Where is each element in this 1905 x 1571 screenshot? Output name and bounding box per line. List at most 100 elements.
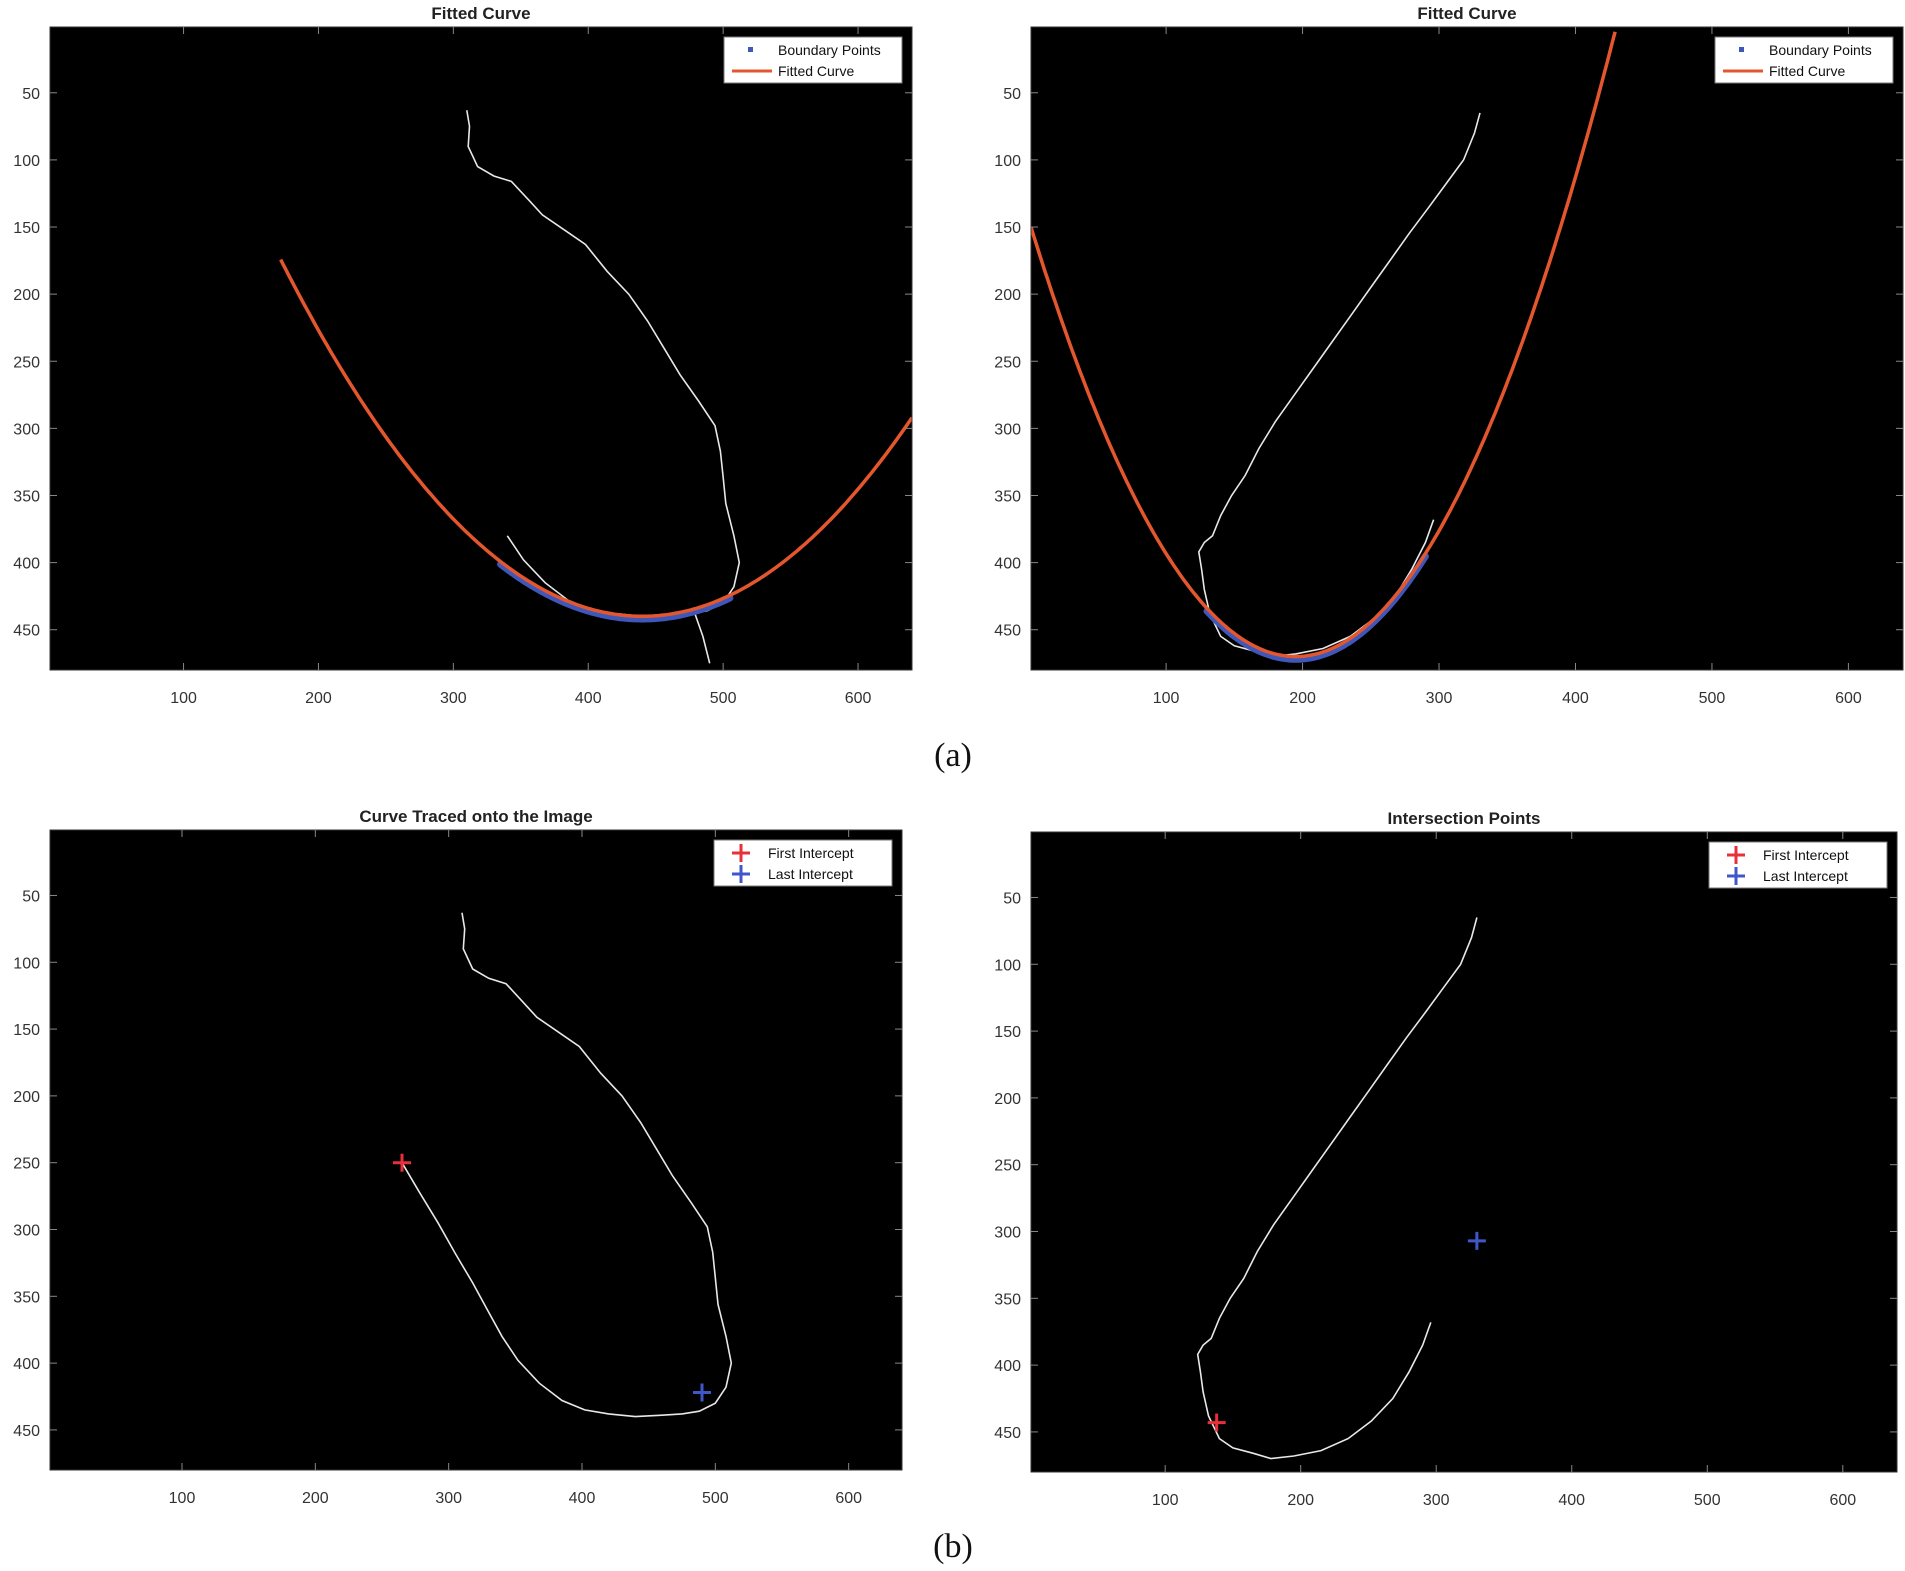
y-tick-label: 100 bbox=[994, 153, 1021, 170]
y-tick-label: 350 bbox=[994, 488, 1021, 505]
plot-area bbox=[1031, 27, 1903, 670]
y-tick-label: 450 bbox=[13, 623, 40, 640]
legend-first-intercept-marker bbox=[732, 844, 750, 862]
axes-frame bbox=[1030, 26, 1904, 671]
y-tick-label: 250 bbox=[13, 1156, 40, 1173]
chart-title: Fitted Curve bbox=[431, 4, 530, 23]
y-tick-label: 300 bbox=[994, 421, 1021, 438]
legend: Boundary Points Fitted Curve bbox=[1714, 36, 1894, 84]
legend-boundary-points-marker bbox=[748, 47, 753, 52]
y-tick-label: 350 bbox=[994, 1291, 1021, 1308]
y-tick-label: 350 bbox=[13, 488, 40, 505]
legend-box bbox=[713, 839, 893, 887]
y-tick-label: 450 bbox=[994, 1425, 1021, 1442]
legend-label: Boundary Points bbox=[778, 42, 881, 58]
fitted-curve bbox=[279, 258, 912, 619]
y-tick-label: 150 bbox=[13, 220, 40, 237]
caption-a: (a) bbox=[934, 737, 972, 774]
legend-first-intercept-marker bbox=[1727, 846, 1745, 864]
x-tick-label: 600 bbox=[1829, 1492, 1856, 1509]
y-tick-label: 350 bbox=[13, 1289, 40, 1306]
legend-box bbox=[1714, 36, 1894, 84]
y-tick-label: 100 bbox=[994, 957, 1021, 974]
x-tick-label: 400 bbox=[1562, 690, 1589, 707]
y-tick-label: 400 bbox=[994, 1358, 1021, 1375]
chart-title: Curve Traced onto the Image bbox=[359, 807, 592, 826]
fitted-curve bbox=[1031, 31, 1617, 659]
chart-title: Intersection Points bbox=[1387, 809, 1540, 828]
y-tick-label: 50 bbox=[22, 888, 40, 905]
legend-box bbox=[1708, 841, 1888, 889]
panel-b-right: 100 200 300 400 500 600 50 100 150 200 250 300 350 40… bbox=[994, 809, 1898, 1509]
x-tick-label: 400 bbox=[575, 690, 602, 707]
legend-label: Fitted Curve bbox=[778, 63, 854, 79]
plot-area bbox=[50, 830, 902, 1470]
legend-boundary-points-marker bbox=[1739, 47, 1744, 52]
plot-content bbox=[393, 912, 733, 1418]
axes-frame bbox=[49, 26, 913, 671]
chart-title: Fitted Curve bbox=[1417, 4, 1516, 23]
boundary-points bbox=[1203, 552, 1429, 663]
y-tick-label: 50 bbox=[1003, 86, 1021, 103]
y-tick-label: 150 bbox=[994, 1024, 1021, 1041]
boundary-trace bbox=[1196, 917, 1478, 1460]
x-tick-label: 200 bbox=[1289, 690, 1316, 707]
legend-label: First Intercept bbox=[1763, 847, 1849, 863]
x-tick-label: 300 bbox=[435, 1490, 462, 1507]
panel-a-right: 100 200 300 400 500 600 50 100 150 200 250 300 350 40… bbox=[994, 4, 1904, 707]
panel-b-left: 100 200 300 400 500 600 50 100 150 200 250 300 350 40… bbox=[13, 807, 903, 1507]
x-tick-label: 600 bbox=[845, 690, 872, 707]
last-intercept-marker bbox=[1467, 1231, 1486, 1250]
y-tick-label: 100 bbox=[13, 153, 40, 170]
x-tick-label: 500 bbox=[702, 1490, 729, 1507]
plot-content bbox=[1031, 31, 1617, 663]
y-tick-label: 450 bbox=[994, 623, 1021, 640]
x-tick-label: 100 bbox=[170, 690, 197, 707]
y-tick-label: 50 bbox=[1003, 890, 1021, 907]
y-tick-label: 400 bbox=[994, 556, 1021, 573]
legend: First Intercept Last Intercept bbox=[713, 839, 893, 887]
legend-label: Last Intercept bbox=[1763, 868, 1848, 884]
legend: Boundary Points Fitted Curve bbox=[723, 36, 903, 84]
y-tick-label: 200 bbox=[13, 287, 40, 304]
y-tick-label: 200 bbox=[13, 1089, 40, 1106]
x-tick-label: 200 bbox=[1287, 1492, 1314, 1509]
x-tick-label: 100 bbox=[169, 1490, 196, 1507]
axes-frame bbox=[49, 829, 903, 1471]
plot-content bbox=[279, 110, 912, 664]
axes-frame bbox=[1030, 831, 1898, 1473]
x-tick-label: 500 bbox=[1699, 690, 1726, 707]
legend-label: Fitted Curve bbox=[1769, 63, 1845, 79]
boundary-trace bbox=[1197, 112, 1481, 658]
x-tick-label: 300 bbox=[440, 690, 467, 707]
legend-label: Boundary Points bbox=[1769, 42, 1872, 58]
caption-b: (b) bbox=[933, 1528, 973, 1565]
y-tick-label: 300 bbox=[13, 1222, 40, 1239]
x-tick-label: 600 bbox=[1835, 690, 1862, 707]
legend-label: First Intercept bbox=[768, 845, 854, 861]
legend-last-intercept-marker bbox=[732, 865, 750, 883]
y-tick-label: 250 bbox=[994, 1158, 1021, 1175]
y-tick-label: 450 bbox=[13, 1423, 40, 1440]
boundary-trace bbox=[401, 912, 733, 1418]
x-tick-label: 500 bbox=[1694, 1492, 1721, 1509]
last-intercept-marker bbox=[693, 1383, 711, 1402]
plot-area bbox=[50, 27, 912, 670]
y-tick-label: 100 bbox=[13, 955, 40, 972]
y-tick-label: 50 bbox=[22, 86, 40, 103]
y-tick-label: 150 bbox=[13, 1022, 40, 1039]
plot-content bbox=[1196, 917, 1486, 1460]
y-tick-label: 400 bbox=[13, 556, 40, 573]
x-tick-label: 100 bbox=[1152, 1492, 1179, 1509]
plot-area bbox=[1031, 832, 1897, 1472]
boundary-points bbox=[497, 560, 734, 623]
x-tick-label: 400 bbox=[1558, 1492, 1585, 1509]
x-tick-label: 300 bbox=[1423, 1492, 1450, 1509]
panel-a-left: 100 200 300 400 500 600 50 100 150 200 250 300 350 40… bbox=[13, 4, 913, 707]
legend-label: Last Intercept bbox=[768, 866, 853, 882]
y-tick-label: 250 bbox=[994, 354, 1021, 371]
x-tick-label: 600 bbox=[835, 1490, 862, 1507]
x-tick-label: 300 bbox=[1426, 690, 1453, 707]
y-tick-label: 150 bbox=[994, 220, 1021, 237]
